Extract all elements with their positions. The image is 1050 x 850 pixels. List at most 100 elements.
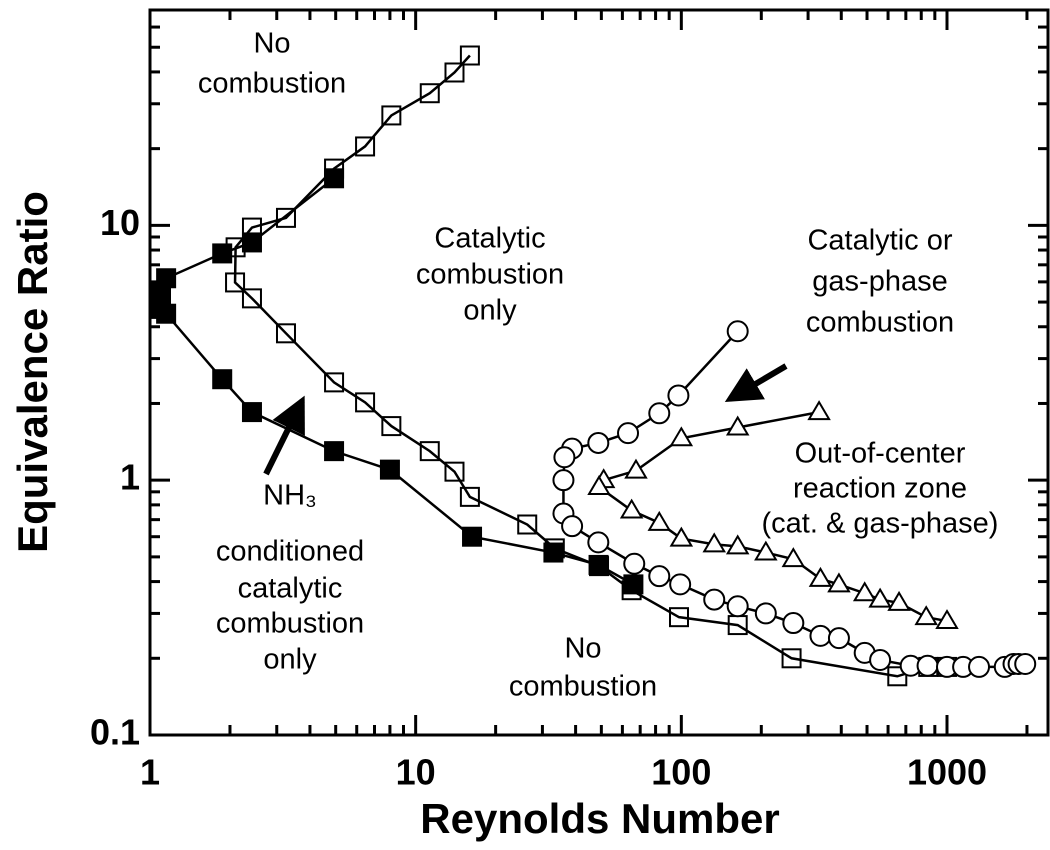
data-point: [725, 534, 750, 555]
data-point: [275, 323, 296, 344]
x-tick-label: 1000: [907, 752, 987, 793]
data-point: [587, 531, 610, 554]
data-point: [275, 207, 296, 228]
data-point: [648, 565, 671, 588]
data-point: [619, 498, 644, 519]
data-point: [827, 627, 850, 650]
data-point: [852, 581, 877, 602]
data-point: [617, 422, 640, 445]
annotation: only: [263, 644, 317, 676]
annotation: No: [253, 28, 290, 60]
data-point: [887, 666, 908, 687]
data-point: [241, 402, 262, 423]
y-tick-label: 1: [120, 457, 140, 498]
x-tick-label: 10: [396, 752, 436, 793]
annotation: (cat. & gas-phase): [762, 508, 999, 540]
annotation: No: [564, 633, 601, 665]
data-point: [544, 538, 565, 559]
annotation: only: [463, 295, 517, 327]
data-point: [935, 609, 959, 630]
annotation: combustion: [216, 608, 364, 640]
y-axis-title: Equivalence Ratio: [9, 191, 56, 553]
data-point: [552, 469, 575, 492]
data-point: [968, 655, 991, 678]
data-point: [444, 461, 465, 482]
data-point: [324, 372, 345, 393]
plot-area: [148, 10, 1048, 737]
data-point: [781, 547, 806, 568]
data-point: [914, 605, 938, 626]
annotation: combustion: [198, 68, 346, 100]
data-point: [827, 572, 851, 593]
series-line: [158, 177, 634, 586]
x-tick-label: 100: [651, 752, 711, 793]
annotation: Out-of-center: [795, 438, 966, 470]
data-point: [324, 441, 345, 462]
data-point: [241, 217, 262, 238]
data-point: [887, 590, 911, 611]
data-point: [702, 532, 726, 553]
annotation: catalytic: [238, 573, 343, 605]
annotation: combustion: [509, 671, 657, 703]
data-point: [381, 416, 402, 437]
data-point: [379, 459, 400, 480]
data-point: [1014, 652, 1037, 675]
data-point: [324, 158, 345, 179]
annotation: reaction zone: [793, 473, 967, 505]
data-point: [212, 369, 233, 390]
data-point: [419, 83, 440, 104]
data-point: [668, 607, 689, 628]
data-point: [241, 232, 262, 253]
data-point: [669, 526, 694, 547]
annotation: gas-phase: [812, 266, 947, 298]
arrow: [263, 395, 305, 476]
data-point: [459, 45, 480, 66]
series-line: [233, 54, 947, 678]
data-point: [225, 272, 246, 293]
data-point: [781, 648, 802, 669]
annotation: combustion: [806, 307, 954, 339]
data-point: [381, 105, 402, 126]
annotation: conditioned: [216, 536, 364, 568]
data-point: [807, 400, 831, 421]
data-point: [444, 62, 465, 83]
plot-frame: [148, 8, 1050, 737]
data-point: [355, 392, 376, 413]
data-point: [868, 587, 892, 608]
x-axis-title: Reynolds Number: [420, 795, 779, 842]
data-point: [623, 552, 646, 575]
data-point: [462, 526, 483, 547]
data-point: [648, 402, 671, 425]
data-point: [156, 303, 177, 324]
data-point: [669, 426, 694, 447]
data-point: [916, 654, 939, 677]
data-point: [561, 515, 584, 538]
annotation: NH₃: [263, 480, 317, 512]
data-point: [703, 588, 726, 611]
data-point: [726, 595, 749, 618]
data-point: [419, 441, 440, 462]
annotation: Catalytic or: [807, 225, 952, 257]
data-point: [754, 602, 777, 625]
data-point: [225, 237, 246, 258]
data-point: [553, 446, 576, 469]
data-point: [667, 384, 690, 407]
data-point: [212, 243, 233, 264]
data-point: [241, 288, 262, 309]
data-point: [517, 514, 538, 535]
data-point: [459, 486, 480, 507]
data-point: [869, 648, 892, 671]
x-tick-label: 1: [140, 752, 160, 793]
data-point: [754, 540, 778, 561]
annotation: combustion: [416, 259, 564, 291]
annotation: Catalytic: [434, 223, 545, 255]
data-point: [808, 566, 833, 587]
data-point: [587, 475, 611, 496]
data-point: [621, 580, 642, 601]
data-point: [669, 573, 692, 596]
data-point: [725, 415, 750, 436]
data-point: [589, 556, 610, 577]
data-point: [587, 431, 610, 454]
